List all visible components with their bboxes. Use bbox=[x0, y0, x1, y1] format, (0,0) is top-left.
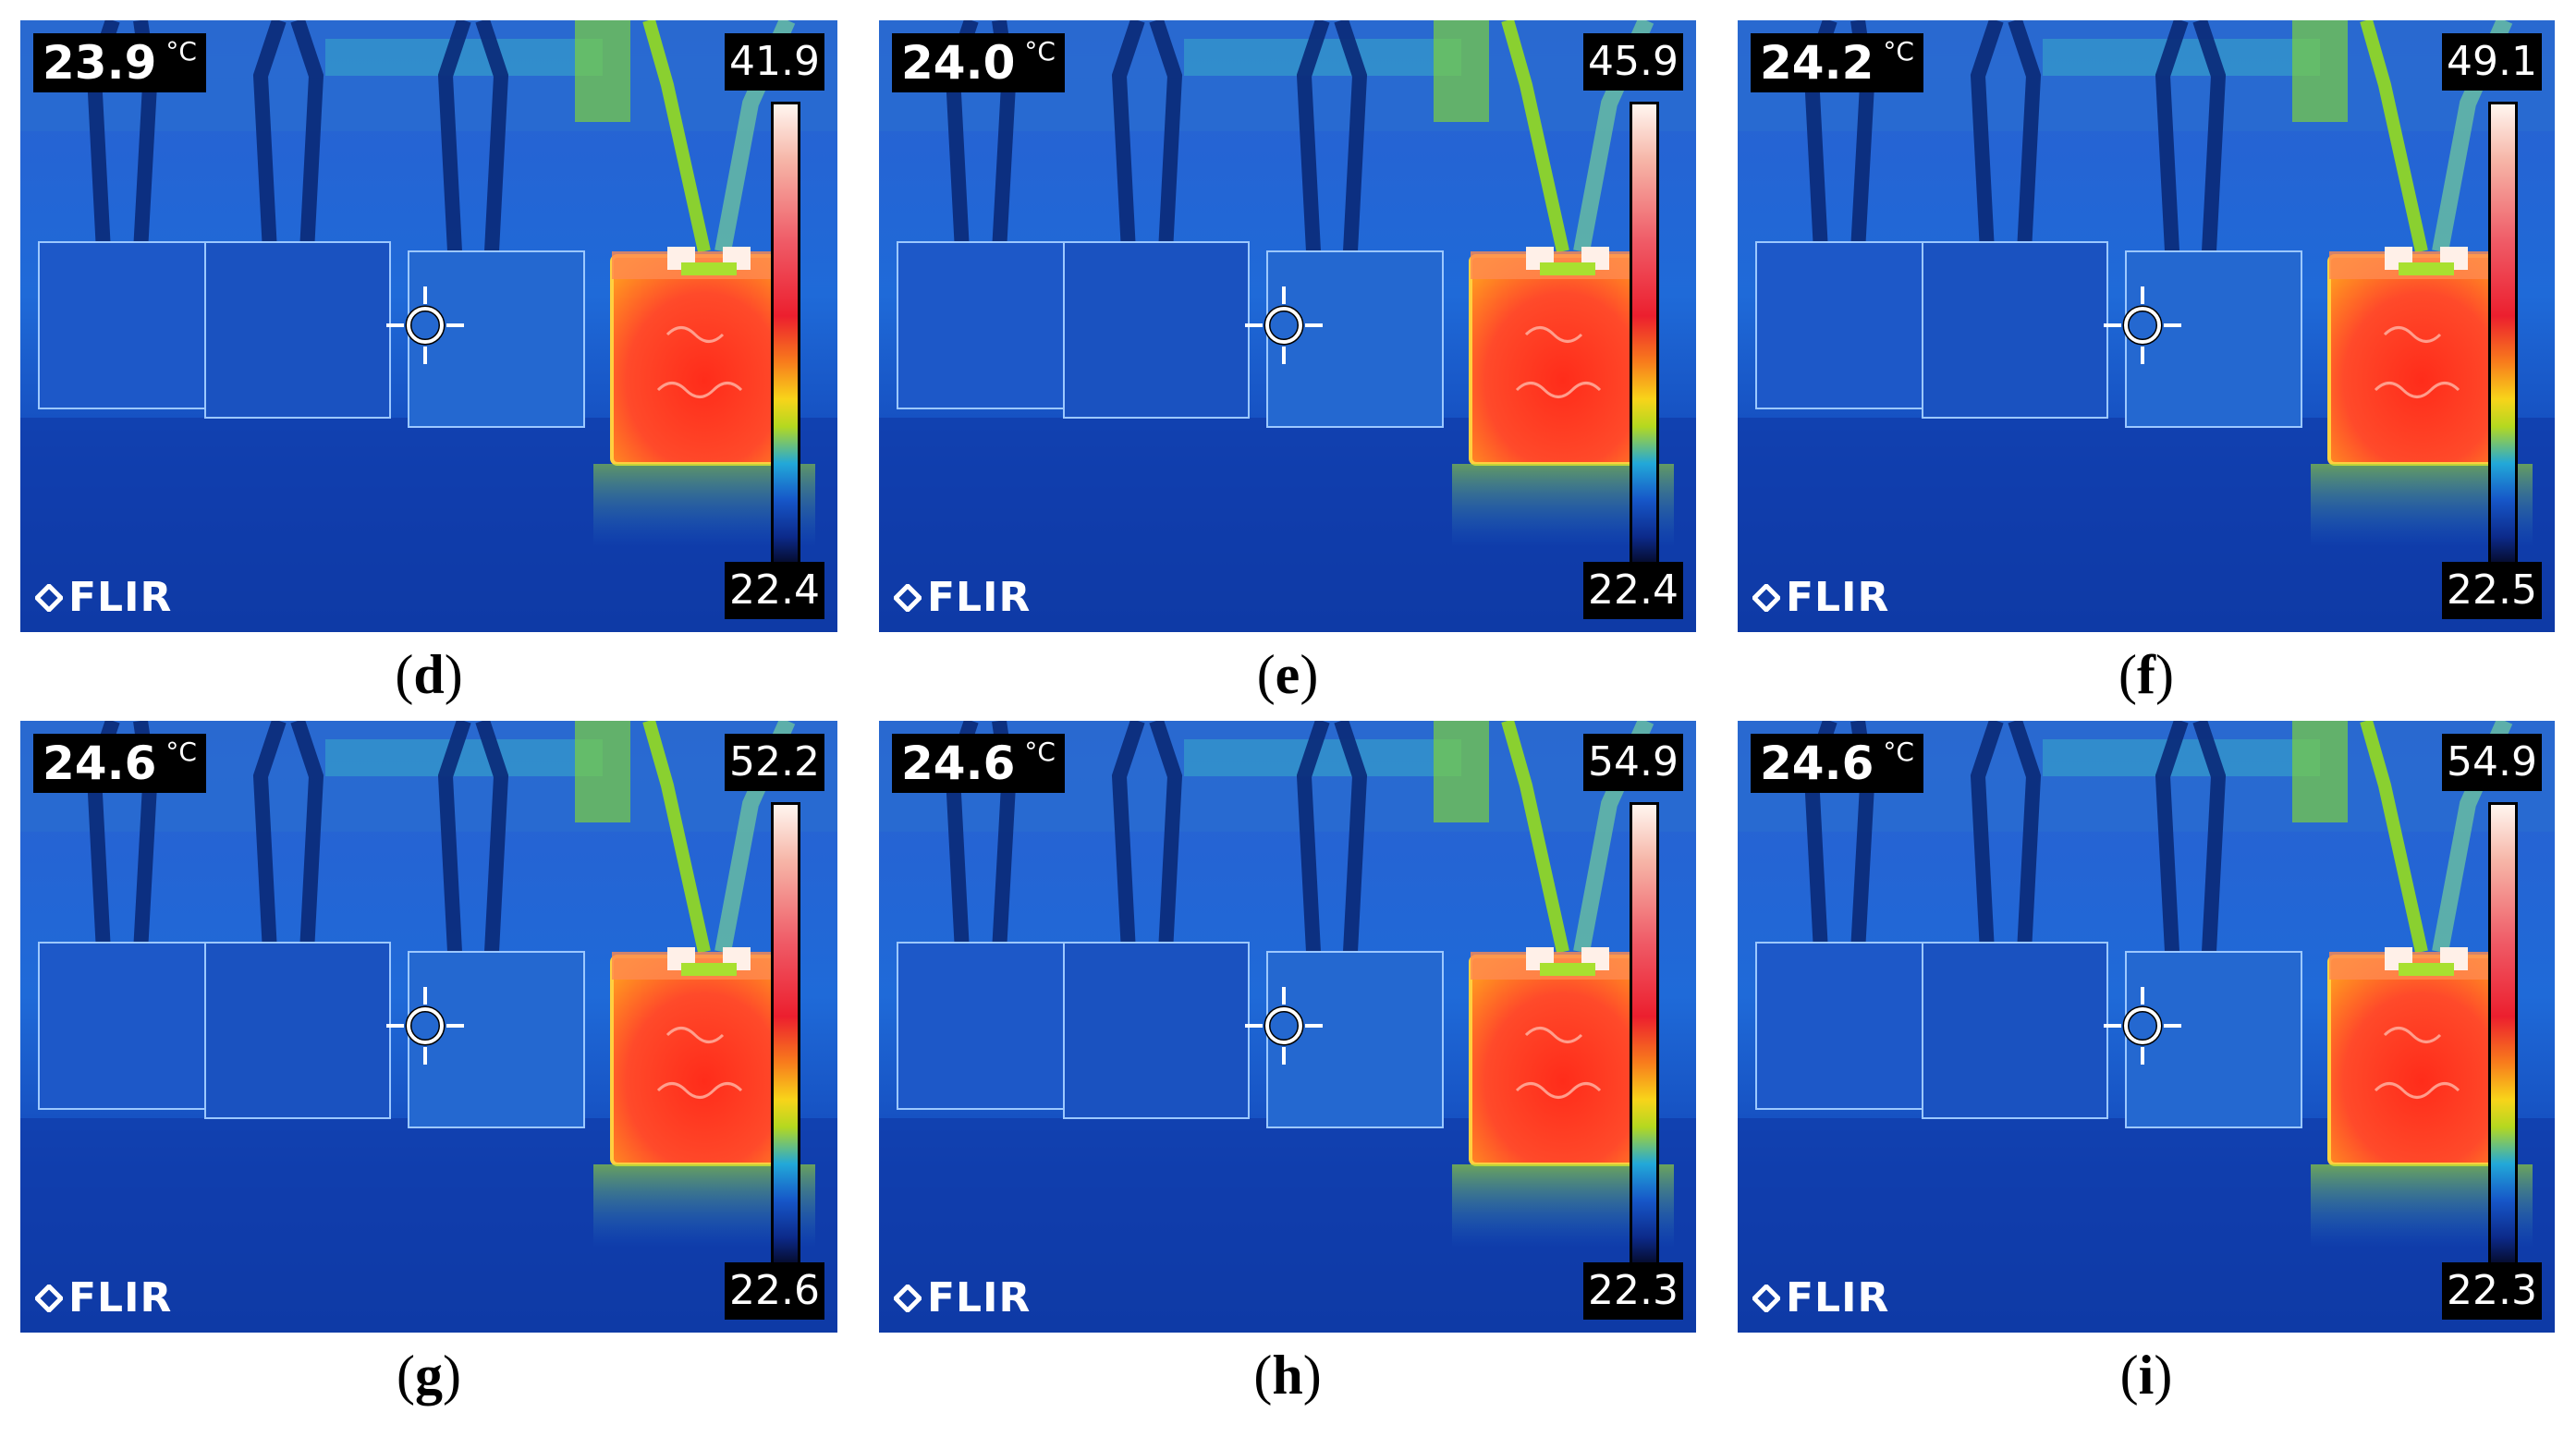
scale-min-value: 22.3 bbox=[1583, 1262, 1683, 1320]
logo-text: FLIR bbox=[68, 1274, 173, 1321]
panel-label: e bbox=[1275, 644, 1300, 705]
spot-crosshair bbox=[2104, 987, 2181, 1065]
thermal-scene bbox=[1738, 20, 2555, 632]
flir-logo: FLIR bbox=[894, 1274, 1031, 1321]
flir-mark-icon bbox=[894, 583, 922, 612]
scale-min-value: 22.4 bbox=[1583, 562, 1683, 619]
scale-min-value: 22.6 bbox=[725, 1262, 824, 1320]
spot-crosshair bbox=[1245, 286, 1323, 364]
logo-text: FLIR bbox=[68, 574, 173, 621]
spot-crosshair bbox=[1245, 987, 1323, 1065]
color-scale-bar bbox=[2488, 802, 2518, 1268]
color-scale-bar bbox=[1630, 802, 1659, 1268]
spot-temperature-readout: 24.6 °C bbox=[1751, 734, 1923, 793]
temperature-unit: °C bbox=[1883, 36, 1914, 67]
spot-crosshair bbox=[386, 286, 464, 364]
scale-max-value: 54.9 bbox=[2442, 734, 2542, 791]
panel-label: i bbox=[2138, 1345, 2155, 1406]
temperature-unit: °C bbox=[1883, 737, 1914, 767]
scale-max-value: 41.9 bbox=[725, 33, 824, 91]
temperature-unit: °C bbox=[165, 737, 197, 767]
color-scale-bar bbox=[771, 102, 800, 567]
thermal-scene bbox=[20, 20, 837, 632]
logo-text: FLIR bbox=[927, 1274, 1032, 1321]
thermal-image-panel: 23.9 °C 41.9 22.4 FLIR bbox=[20, 20, 837, 632]
panel-label: d bbox=[413, 644, 445, 705]
spot-temperature-readout: 24.6 °C bbox=[33, 734, 206, 793]
panel-caption: (d) bbox=[395, 644, 463, 705]
spot-temperature-readout: 23.9 °C bbox=[33, 33, 206, 92]
thermal-scene bbox=[879, 721, 1696, 1333]
spot-temperature-value: 24.6 bbox=[43, 737, 157, 790]
flir-mark-icon bbox=[894, 1284, 922, 1312]
color-scale-bar bbox=[2488, 102, 2518, 567]
flir-mark-icon bbox=[1752, 1284, 1780, 1312]
logo-text: FLIR bbox=[927, 574, 1032, 621]
panel-caption: (i) bbox=[2119, 1345, 2173, 1406]
spot-temperature-value: 24.6 bbox=[1760, 737, 1874, 790]
spot-crosshair bbox=[386, 987, 464, 1065]
thermal-image-panel: 24.2 °C 49.1 22.5 FLIR bbox=[1738, 20, 2555, 632]
flir-logo: FLIR bbox=[35, 1274, 172, 1321]
scale-min-value: 22.5 bbox=[2442, 562, 2542, 619]
thermal-image-panel: 24.6 °C 52.2 22.6 FLIR bbox=[20, 721, 837, 1333]
scale-max-value: 49.1 bbox=[2442, 33, 2542, 91]
thermal-scene bbox=[1738, 721, 2555, 1333]
spot-temperature-value: 24.2 bbox=[1760, 36, 1874, 90]
spot-temperature-value: 24.0 bbox=[901, 36, 1016, 90]
flir-mark-icon bbox=[35, 583, 63, 612]
scale-min-value: 22.3 bbox=[2442, 1262, 2542, 1320]
spot-crosshair bbox=[2104, 286, 2181, 364]
panel-caption: (f) bbox=[2118, 644, 2174, 705]
temperature-unit: °C bbox=[165, 36, 197, 67]
panel-label: f bbox=[2137, 644, 2155, 705]
flir-logo: FLIR bbox=[894, 574, 1031, 621]
panel-caption: (g) bbox=[397, 1345, 461, 1406]
scale-min-value: 22.4 bbox=[725, 562, 824, 619]
flir-logo: FLIR bbox=[1752, 1274, 1889, 1321]
spot-temperature-readout: 24.0 °C bbox=[892, 33, 1065, 92]
color-scale-bar bbox=[1630, 102, 1659, 567]
scale-max-value: 45.9 bbox=[1583, 33, 1683, 91]
spot-temperature-value: 23.9 bbox=[43, 36, 157, 90]
thermal-scene bbox=[20, 721, 837, 1333]
spot-temperature-readout: 24.2 °C bbox=[1751, 33, 1923, 92]
spot-temperature-value: 24.6 bbox=[901, 737, 1016, 790]
flir-mark-icon bbox=[35, 1284, 63, 1312]
spot-temperature-readout: 24.6 °C bbox=[892, 734, 1065, 793]
thermal-image-panel: 24.6 °C 54.9 22.3 FLIR bbox=[1738, 721, 2555, 1333]
thermal-scene bbox=[879, 20, 1696, 632]
panel-label: h bbox=[1272, 1345, 1303, 1406]
panel-caption: (h) bbox=[1253, 1345, 1322, 1406]
panel-label: g bbox=[415, 1345, 443, 1406]
flir-logo: FLIR bbox=[35, 574, 172, 621]
thermal-image-panel: 24.0 °C 45.9 22.4 FLIR bbox=[879, 20, 1696, 632]
panel-caption: (e) bbox=[1256, 644, 1319, 705]
scale-max-value: 52.2 bbox=[725, 734, 824, 791]
logo-text: FLIR bbox=[1786, 574, 1890, 621]
scale-max-value: 54.9 bbox=[1583, 734, 1683, 791]
flir-logo: FLIR bbox=[1752, 574, 1889, 621]
logo-text: FLIR bbox=[1786, 1274, 1890, 1321]
temperature-unit: °C bbox=[1024, 737, 1056, 767]
color-scale-bar bbox=[771, 802, 800, 1268]
flir-mark-icon bbox=[1752, 583, 1780, 612]
thermal-image-panel: 24.6 °C 54.9 22.3 FLIR bbox=[879, 721, 1696, 1333]
temperature-unit: °C bbox=[1024, 36, 1056, 67]
